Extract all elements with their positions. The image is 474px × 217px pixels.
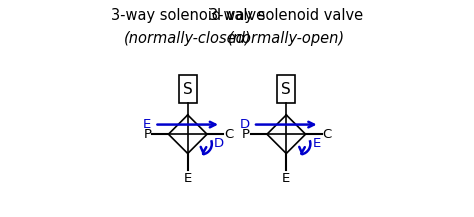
Text: E: E: [183, 172, 192, 185]
Text: E: E: [143, 118, 151, 131]
FancyBboxPatch shape: [277, 75, 295, 103]
Text: D: D: [240, 118, 250, 131]
Text: S: S: [282, 82, 291, 97]
Text: (normally-open): (normally-open): [228, 31, 345, 46]
Text: C: C: [323, 128, 332, 141]
Text: C: C: [224, 128, 233, 141]
Text: 3-way solenoid valve: 3-way solenoid valve: [209, 8, 364, 23]
Text: D: D: [214, 137, 224, 150]
FancyBboxPatch shape: [179, 75, 197, 103]
Text: S: S: [183, 82, 192, 97]
Text: P: P: [143, 128, 151, 141]
Text: E: E: [282, 172, 291, 185]
Text: (normally-closed): (normally-closed): [124, 31, 252, 46]
Text: 3-way solenoid valve: 3-way solenoid valve: [110, 8, 265, 23]
Text: E: E: [312, 137, 321, 150]
Text: P: P: [242, 128, 250, 141]
